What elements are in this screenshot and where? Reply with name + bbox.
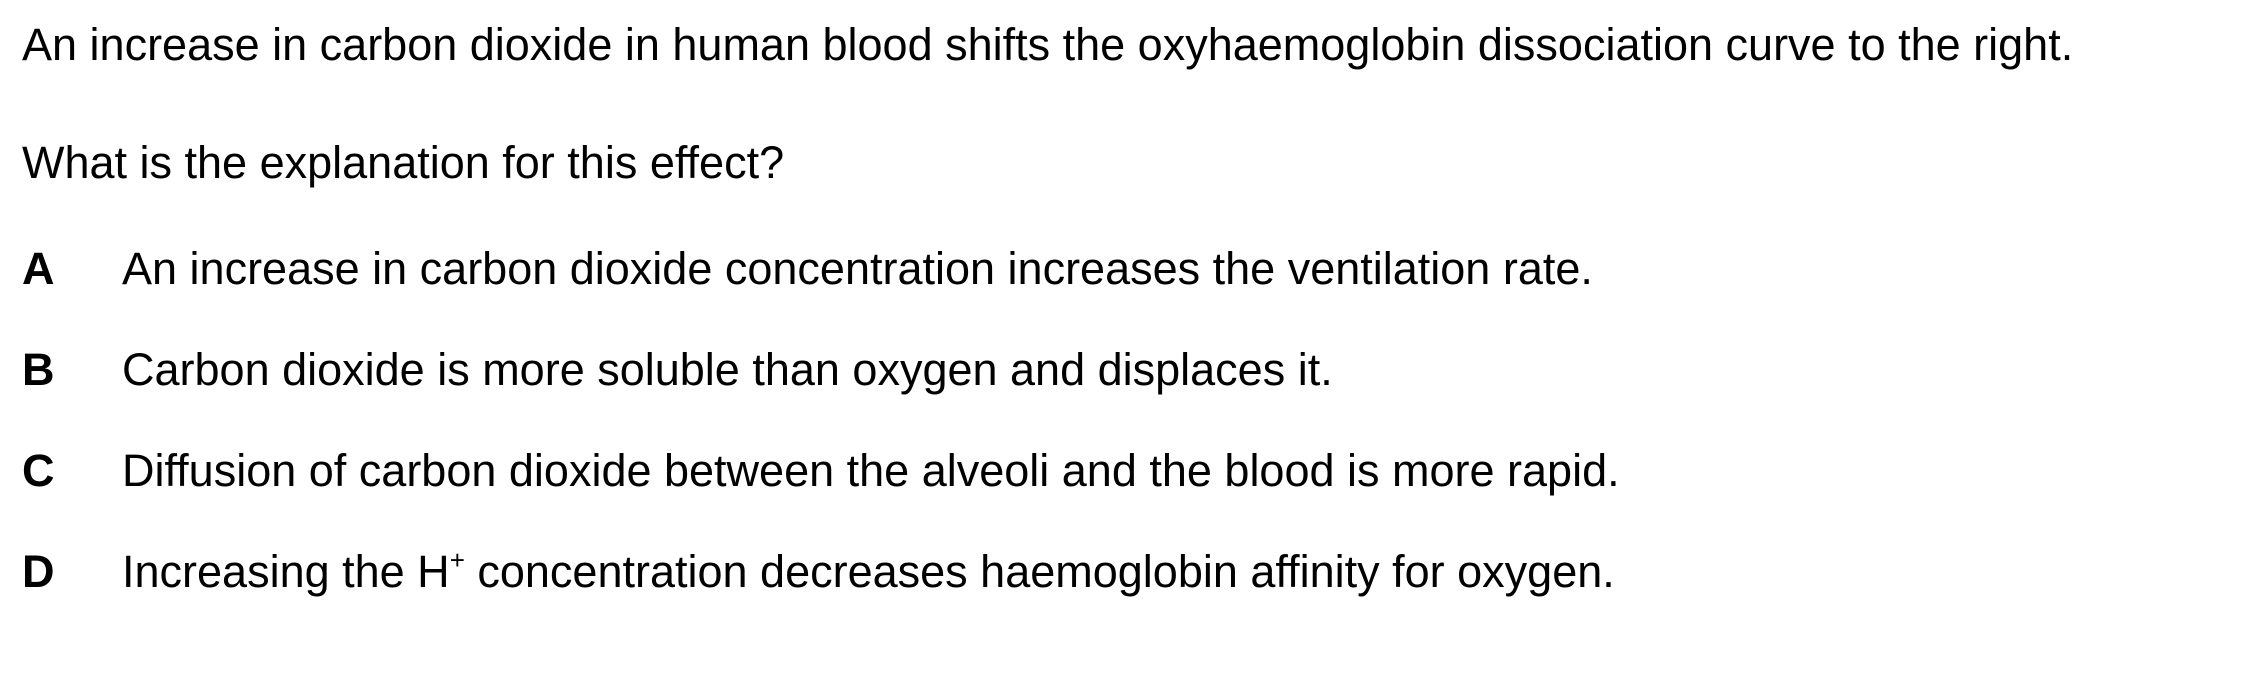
option-text-after: concentration decreases haemoglobin affi… [464,546,1615,597]
option-letter: A [22,243,55,294]
option-text: Increasing the H+ concentration decrease… [122,541,1615,603]
answer-options: A An increase in carbon dioxide concentr… [22,238,2253,603]
superscript-plus: + [449,545,465,575]
option-c[interactable]: C Diffusion of carbon dioxide between th… [22,440,2253,502]
option-text: An increase in carbon dioxide concentrat… [122,243,1593,294]
option-b[interactable]: B Carbon dioxide is more soluble than ox… [22,339,2253,401]
question-stem: An increase in carbon dioxide in human b… [22,19,2074,70]
option-d[interactable]: D Increasing the H+ concentration decrea… [22,541,2253,603]
option-text: Carbon dioxide is more soluble than oxyg… [122,344,1333,395]
option-a[interactable]: A An increase in carbon dioxide concentr… [22,238,2253,300]
option-text: Diffusion of carbon dioxide between the … [122,445,1620,496]
option-letter: B [22,344,55,395]
option-letter: D [22,546,55,597]
question-prompt: What is the explanation for this effect? [22,137,785,188]
option-text-before: Increasing the H [122,546,450,597]
option-letter: C [22,445,55,496]
